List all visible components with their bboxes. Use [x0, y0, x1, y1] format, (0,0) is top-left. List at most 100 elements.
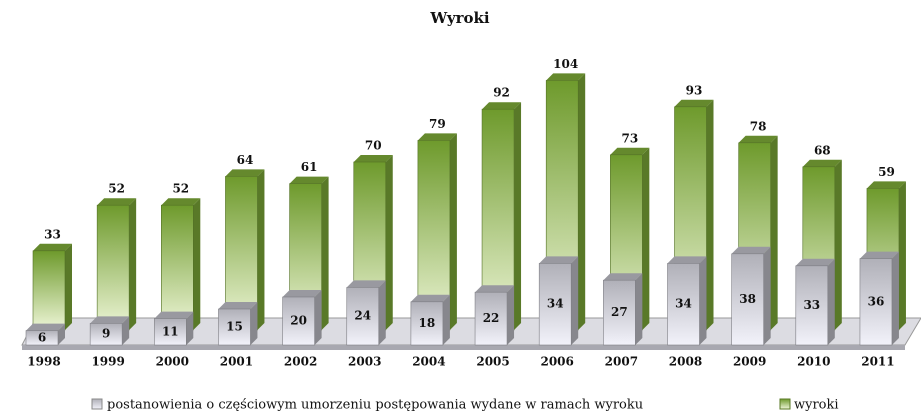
data-label: 33 — [44, 227, 61, 241]
x-tick-label: 2007 — [605, 355, 638, 369]
bar-side — [891, 251, 899, 345]
data-label: 36 — [868, 294, 885, 308]
bar-top — [218, 302, 258, 309]
bar-top — [282, 290, 322, 297]
bar-side — [385, 155, 393, 330]
bar-top — [154, 311, 194, 319]
x-tick-label: 2005 — [476, 355, 509, 369]
x-tick-label: 2010 — [797, 355, 830, 369]
bar — [346, 287, 380, 346]
x-tick-label: 2011 — [861, 355, 894, 369]
x-tick-label: 1998 — [27, 355, 60, 369]
bar-top — [225, 169, 265, 177]
data-label: 6 — [38, 330, 46, 344]
data-label: 104 — [553, 57, 578, 71]
bar — [25, 330, 59, 346]
bar-side — [699, 256, 707, 345]
bar — [89, 323, 123, 346]
data-label: 52 — [108, 182, 125, 196]
data-label: 18 — [419, 316, 436, 330]
bar — [161, 204, 194, 331]
bar-side — [442, 294, 450, 345]
bar-side — [635, 273, 643, 345]
bar-top — [346, 280, 386, 288]
bar-top — [161, 198, 201, 206]
data-label: 27 — [611, 305, 628, 319]
data-label: 73 — [621, 131, 638, 145]
data-label: 59 — [878, 165, 895, 179]
bars: 33 52 52 64 61 70 79 92 104 73 93 78 68 59 6 9 11 15 20 24 1… — [25, 57, 906, 346]
bar — [96, 204, 130, 331]
bar-side — [378, 280, 386, 345]
bar-side — [58, 323, 65, 345]
bar-side — [898, 181, 906, 330]
bar-top — [866, 181, 906, 189]
bar-side — [706, 99, 714, 330]
data-label: 92 — [493, 86, 510, 100]
bar-top — [475, 285, 515, 293]
bar-side — [122, 316, 130, 345]
bar-side — [514, 102, 522, 330]
bar-top — [26, 323, 65, 331]
chart-title: Wyroki — [429, 9, 490, 27]
bar-top — [353, 155, 393, 162]
bar-side — [250, 302, 258, 345]
bar — [603, 279, 636, 346]
data-label: 15 — [226, 320, 243, 334]
data-label: 11 — [162, 324, 179, 338]
bar-top — [610, 147, 650, 155]
bar-side — [642, 147, 650, 330]
legend-label: wyroki — [794, 398, 839, 412]
data-label: 20 — [290, 314, 307, 328]
data-label: 70 — [365, 139, 382, 153]
x-tick-label: 2000 — [156, 355, 189, 369]
bar-top — [802, 159, 842, 167]
bar-side — [763, 246, 771, 345]
bar — [859, 258, 893, 346]
bar-side — [834, 159, 842, 330]
data-label: 79 — [429, 117, 446, 131]
x-tick-label: 2004 — [412, 355, 445, 369]
bar-side — [578, 73, 586, 331]
bar-top — [546, 73, 586, 81]
data-label: 38 — [739, 292, 756, 306]
x-tick-label: 2002 — [284, 355, 317, 369]
floor-edge — [22, 345, 905, 350]
bar-top — [482, 102, 522, 110]
x-tick-label: 2001 — [220, 355, 253, 369]
bar-top — [795, 258, 835, 266]
bar-top — [97, 198, 137, 206]
bar — [538, 263, 572, 346]
bar-top — [738, 135, 778, 143]
bar — [667, 263, 700, 346]
bar — [218, 308, 251, 346]
bar — [410, 301, 444, 346]
bar — [154, 318, 187, 346]
x-tick-label: 2008 — [669, 355, 702, 369]
bar-top — [674, 99, 714, 107]
bar-side — [314, 290, 322, 345]
bar-side — [129, 198, 137, 330]
data-label: 61 — [301, 160, 318, 174]
bar-top — [731, 246, 771, 254]
bar-side — [321, 176, 329, 330]
data-label: 33 — [803, 298, 820, 312]
x-tick-label: 2003 — [348, 355, 381, 369]
legend-swatch — [91, 398, 103, 410]
bar-top — [603, 273, 643, 281]
bar-side — [257, 169, 265, 330]
x-tick-label: 2006 — [540, 355, 573, 369]
bar-top — [859, 251, 899, 259]
x-tick-label: 1999 — [91, 355, 124, 369]
bar-top — [289, 176, 329, 184]
bar-side — [507, 285, 515, 345]
bar-top — [667, 256, 707, 264]
bar-top — [90, 316, 130, 324]
x-tick-label: 2009 — [733, 355, 766, 369]
bar — [474, 291, 508, 346]
bar — [795, 265, 829, 346]
data-label: 64 — [237, 153, 254, 167]
bar-side — [186, 311, 194, 345]
bar-top — [410, 294, 450, 302]
